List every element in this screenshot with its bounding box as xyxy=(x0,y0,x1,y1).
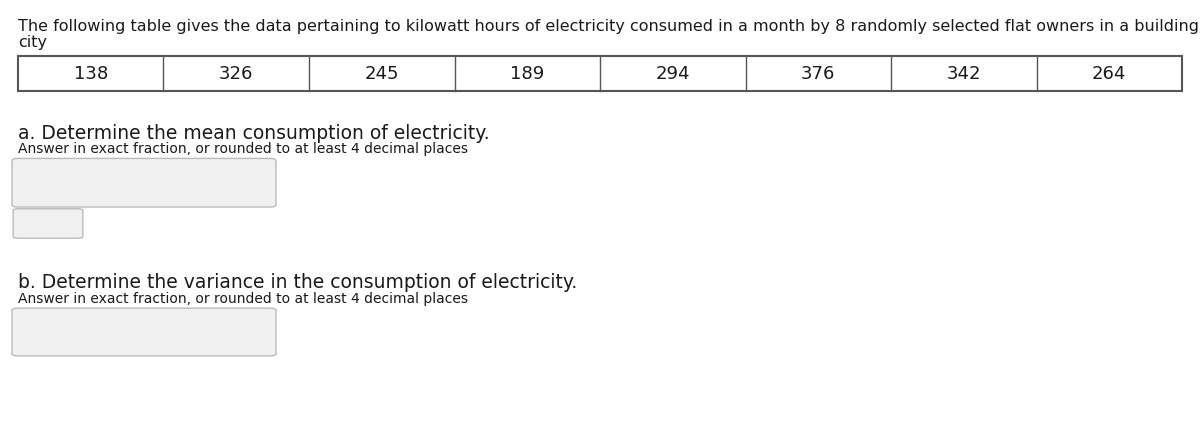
Text: 294: 294 xyxy=(655,65,690,83)
Text: 376: 376 xyxy=(802,65,835,83)
FancyBboxPatch shape xyxy=(13,209,83,238)
Text: 189: 189 xyxy=(510,65,545,83)
Text: The following table gives the data pertaining to kilowatt hours of electricity c: The following table gives the data perta… xyxy=(18,19,1200,34)
FancyBboxPatch shape xyxy=(12,158,276,207)
Text: 342: 342 xyxy=(947,65,982,83)
Text: city: city xyxy=(18,35,47,50)
Text: 138: 138 xyxy=(73,65,108,83)
Text: Answer in exact fraction, or rounded to at least 4 decimal places: Answer in exact fraction, or rounded to … xyxy=(18,292,468,306)
Text: 245: 245 xyxy=(365,65,398,83)
Bar xyxy=(18,56,1182,91)
Text: 326: 326 xyxy=(220,65,253,83)
FancyBboxPatch shape xyxy=(12,308,276,356)
Text: Answer in exact fraction, or rounded to at least 4 decimal places: Answer in exact fraction, or rounded to … xyxy=(18,142,468,156)
Text: a. Determine the mean consumption of electricity.: a. Determine the mean consumption of ele… xyxy=(18,124,490,143)
Text: 264: 264 xyxy=(1092,65,1127,83)
Text: b. Determine the variance in the consumption of electricity.: b. Determine the variance in the consump… xyxy=(18,273,577,293)
